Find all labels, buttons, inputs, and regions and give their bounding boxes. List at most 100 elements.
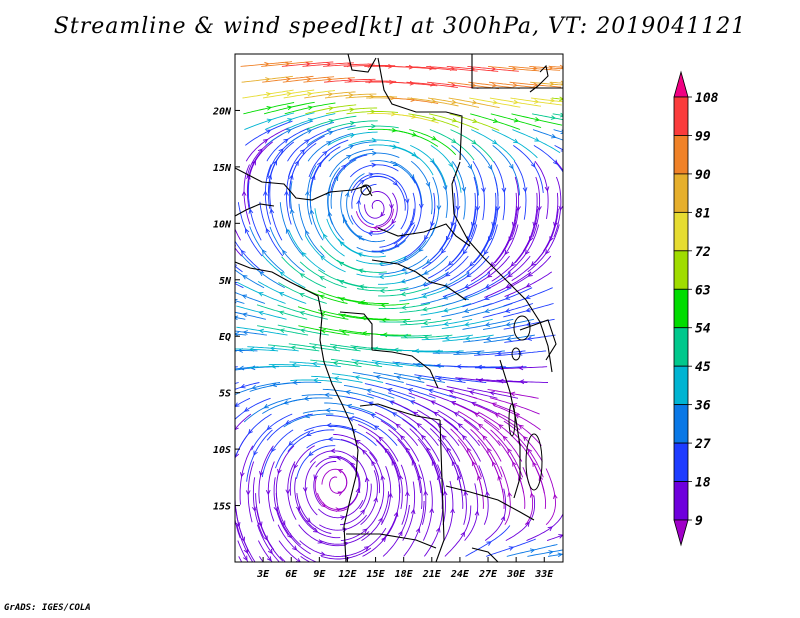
streamline [267, 461, 275, 522]
streamline-arrow [364, 546, 370, 551]
streamline-arrow [235, 264, 238, 266]
streamline [522, 192, 538, 252]
streamline-arrow [266, 556, 272, 562]
streamline [257, 524, 280, 562]
streamline-arrow [481, 187, 486, 194]
streamline [317, 492, 359, 511]
streamline-arrow [344, 191, 350, 198]
streamline-arrow [495, 206, 501, 212]
streamline [340, 191, 365, 241]
streamline-arrow [463, 490, 469, 496]
streamline [275, 429, 314, 469]
streamline [309, 154, 330, 209]
streamline-arrow [393, 511, 399, 517]
streamline [327, 184, 345, 241]
streamline [505, 495, 536, 541]
streamline-arrow [326, 61, 332, 67]
streamline [477, 439, 504, 494]
streamline-arrow [469, 261, 475, 267]
streamline-arrow [530, 261, 536, 267]
streamline-arrow [349, 120, 356, 126]
streamline [309, 182, 324, 241]
boundary-line [347, 54, 377, 73]
streamline [228, 462, 233, 523]
streamline [328, 455, 361, 494]
streamline-arrow [504, 249, 510, 256]
streamline-arrow [405, 490, 410, 497]
streamline-arrow [239, 472, 245, 478]
streamline [235, 397, 251, 408]
streamline [364, 383, 416, 399]
streamline-arrow [420, 434, 426, 440]
streamline-arrow [348, 92, 355, 98]
streamline-arrow [305, 431, 312, 437]
streamline-arrow [547, 526, 553, 532]
streamline [503, 420, 543, 462]
streamline-arrow [470, 221, 476, 228]
streamline [350, 173, 396, 194]
streamline-arrow [491, 221, 496, 228]
streamline [502, 192, 517, 252]
x-tick-label: 3E [256, 569, 270, 580]
streamline-arrow [414, 362, 421, 368]
streamline-arrow [307, 118, 314, 123]
streamline [496, 379, 549, 383]
streamline [452, 208, 477, 263]
boundary-line [339, 311, 373, 350]
x-tick-label: 24E [450, 569, 470, 580]
streamline [483, 318, 534, 330]
streamline [237, 202, 263, 257]
streamline [236, 524, 254, 562]
streamline [340, 506, 382, 542]
streamline [235, 493, 250, 553]
streamline-arrow [367, 231, 374, 237]
streamline [361, 491, 389, 541]
streamline-arrow [486, 272, 493, 278]
streamline [410, 160, 433, 215]
streamline [422, 224, 457, 270]
streamline-arrow [228, 210, 232, 214]
streamline [256, 304, 308, 320]
streamline [240, 61, 293, 67]
streamline-arrow [386, 388, 393, 393]
streamline-arrow [442, 490, 448, 496]
streamline-arrow [398, 474, 404, 480]
streamline [489, 397, 540, 415]
streamline [554, 145, 563, 151]
streamline-arrow [264, 61, 270, 67]
streamline-arrow [522, 187, 528, 193]
streamline [486, 255, 531, 290]
streamline [550, 81, 563, 84]
streamline-arrow [251, 384, 257, 390]
chart-title: Streamline & wind speed[kt] at 300hPa, V… [53, 14, 747, 39]
streamline-arrow [292, 380, 298, 385]
streamline-arrow [532, 221, 538, 228]
streamline [553, 176, 562, 238]
streamline-arrow [316, 161, 322, 167]
streamline [304, 91, 356, 99]
streamline [246, 429, 273, 482]
streamline [249, 226, 284, 273]
streamline [298, 203, 325, 257]
streamline-arrow [516, 206, 521, 212]
streamline-arrow [358, 284, 365, 290]
streamline [417, 409, 460, 446]
streamline-arrow [467, 164, 472, 170]
streamline [534, 160, 549, 219]
streamline-arrow [278, 292, 285, 297]
streamline [323, 78, 376, 83]
colorbar-segment [673, 327, 689, 367]
streamline [407, 97, 459, 107]
streamline-arrow [262, 138, 269, 144]
streamline [432, 350, 485, 354]
streamline-arrow [463, 308, 469, 313]
streamline-arrow [340, 515, 346, 520]
streamline [532, 129, 563, 141]
streamline [384, 65, 437, 70]
streamline-arrow [411, 114, 417, 119]
boundary-line [451, 161, 553, 373]
streamline [470, 113, 521, 130]
streamline-arrow [266, 105, 273, 111]
streamline [450, 428, 482, 478]
streamline [257, 540, 273, 562]
